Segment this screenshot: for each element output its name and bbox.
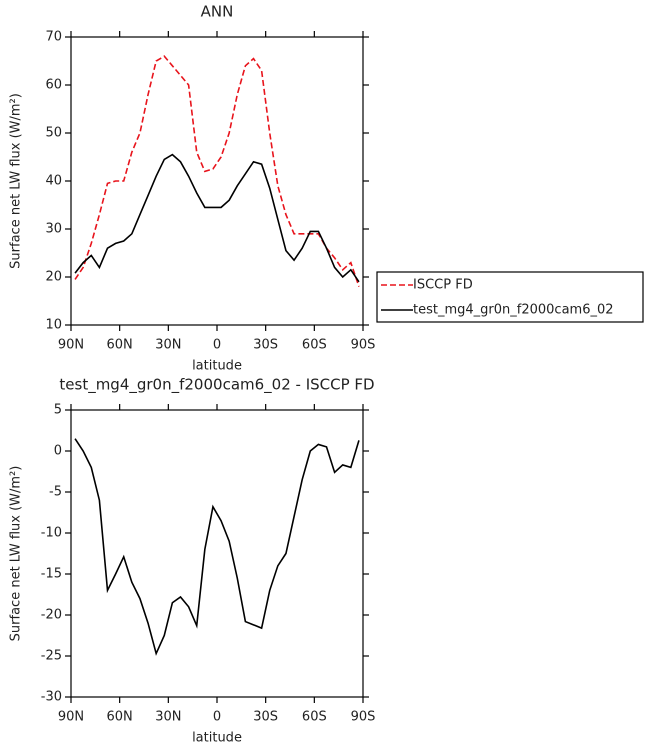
y-tick-label: -10 (41, 526, 62, 541)
y-tick-label: -20 (41, 608, 62, 623)
x-tick-label: 60N (107, 710, 133, 725)
y-tick-label: -30 (41, 690, 62, 705)
y-tick-label: 5 (54, 403, 62, 418)
legend-label: test_mg4_gr0n_f2000cam6_02 (413, 303, 614, 318)
series-line (74, 438, 360, 656)
x-tick-label: 30N (155, 338, 181, 353)
y-tick-label: 0 (54, 444, 62, 459)
plot-frame (70, 36, 364, 326)
legend-label: ISCCP FD (413, 278, 473, 293)
y-tick-label: 50 (45, 126, 62, 141)
chart-title: test_mg4_gr0n_f2000cam6_02 - ISCCP FD (59, 376, 374, 395)
y-axis-label: Surface net LW flux (W/m²) (9, 466, 24, 642)
x-axis-label: latitude (192, 731, 242, 746)
y-tick-label: 30 (45, 222, 62, 237)
y-tick-label: 20 (45, 270, 62, 285)
y-tick-label: -5 (49, 485, 62, 500)
x-tick-label: 30N (155, 710, 181, 725)
y-tick-label: 60 (45, 78, 62, 93)
x-tick-label: 90S (351, 338, 376, 353)
series-line (74, 55, 360, 287)
y-tick-label: 70 (45, 30, 62, 45)
y-tick-label: 10 (45, 318, 62, 333)
chart-title: ANN (201, 3, 234, 21)
x-tick-label: 90N (58, 338, 84, 353)
x-tick-label: 90S (351, 710, 376, 725)
plot-frame (70, 409, 364, 698)
y-tick-label: -15 (41, 567, 62, 582)
x-tick-label: 60N (107, 338, 133, 353)
x-tick-label: 30S (253, 338, 278, 353)
x-axis-label: latitude (192, 359, 242, 374)
y-tick-label: 40 (45, 174, 62, 189)
legend-box (376, 271, 644, 323)
x-tick-label: 30S (253, 710, 278, 725)
x-tick-label: 60S (302, 710, 327, 725)
x-tick-label: 60S (302, 338, 327, 353)
y-axis-label: Surface net LW flux (W/m²) (9, 93, 24, 269)
x-tick-label: 90N (58, 710, 84, 725)
y-tick-label: -25 (41, 649, 62, 664)
series-line (74, 153, 360, 283)
x-tick-label: 0 (213, 338, 221, 353)
x-tick-label: 0 (213, 710, 221, 725)
